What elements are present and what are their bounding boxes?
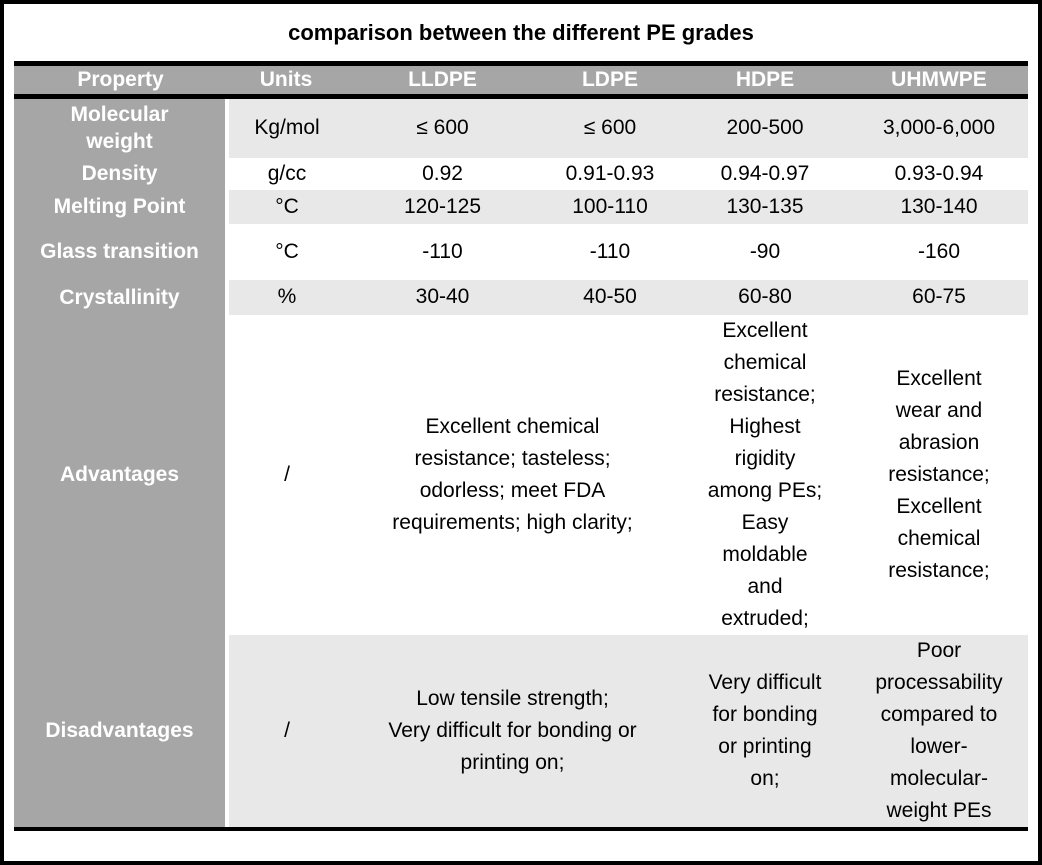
cell-glass-transition-hdpe: -90	[749, 239, 781, 263]
table-row-glass-transition: Glass transition °C -110 -110 -90 -160	[14, 223, 1028, 280]
cell-density-lldpe: 0.92	[422, 161, 463, 185]
cell-advantages-lldpe-ldpe: Excellent chemical resistance; tasteless…	[392, 414, 633, 534]
cell-molecular-weight-hdpe: 200-500	[680, 96, 850, 158]
cell-molecular-weight-lldpe: ≤ 600	[345, 96, 540, 158]
cell-melting-point-lldpe: 120-125	[345, 189, 540, 224]
pe-comparison-table: Property Units LLDPE LDPE HDPE UHMWPE Mo…	[14, 61, 1028, 831]
cell-molecular-weight-ldpe: ≤ 600	[540, 96, 680, 158]
cell-melting-point-hdpe: 130-135	[680, 189, 850, 224]
property-cell-crystallinity: Crystallinity	[14, 279, 229, 315]
property-cell-melting-point: Melting Point	[14, 189, 229, 224]
property-cell-glass-transition: Glass transition	[14, 223, 229, 280]
cell-advantages-hdpe: Excellent chemical resistance; Highest r…	[707, 318, 823, 630]
table-row-molecular-weight: Molecular weight Kg/mol ≤ 600 ≤ 600 200-…	[14, 96, 1028, 158]
table-row-crystallinity: Crystallinity % 30-40 40-50 60-80 60-75	[14, 279, 1028, 315]
cell-melting-point-ldpe: 100-110	[540, 189, 680, 224]
cell-crystallinity-lldpe: 30-40	[345, 279, 540, 315]
cell-glass-transition-lldpe: -110	[422, 239, 463, 263]
cell-density-units: g/cc	[267, 161, 307, 185]
table-row-advantages: Advantages / Excellent chemical resistan…	[14, 314, 1028, 635]
cell-disadvantages-hdpe: Very difficult for bonding or printing o…	[680, 634, 850, 831]
page-title: comparison between the different PE grad…	[288, 19, 754, 45]
cell-crystallinity-ldpe: 40-50	[540, 279, 680, 315]
property-cell-disadvantages: Disadvantages	[14, 634, 229, 831]
property-cell-advantages: Advantages	[14, 314, 229, 635]
cell-crystallinity-units: %	[227, 279, 345, 315]
cell-advantages-uhmwpe: Excellent wear and abrasion resistance; …	[888, 366, 990, 582]
property-cell-molecular-weight: Molecular weight	[14, 96, 229, 158]
cell-melting-point-units: °C	[227, 189, 345, 224]
column-header-units: Units	[227, 61, 345, 99]
cell-density-hdpe: 0.94-0.97	[720, 161, 810, 185]
table-row-melting-point: Melting Point °C 120-125 100-110 130-135…	[14, 189, 1028, 224]
cell-advantages-units: /	[284, 462, 290, 486]
table-row-density: Density g/cc 0.92 0.91-0.93 0.94-0.97 0.…	[14, 157, 1028, 190]
column-header-uhmwpe: UHMWPE	[850, 61, 1028, 99]
cell-disadvantages-units: /	[227, 634, 345, 831]
cell-crystallinity-hdpe: 60-80	[680, 279, 850, 315]
table-row-disadvantages: Disadvantages / Low tensile strength; Ve…	[14, 634, 1028, 831]
column-header-lldpe: LLDPE	[345, 61, 540, 99]
cell-density-ldpe: 0.91-0.93	[565, 161, 655, 185]
cell-glass-transition-uhmwpe: -160	[917, 239, 961, 263]
cell-molecular-weight-uhmwpe: 3,000-6,000	[850, 96, 1028, 158]
cell-disadvantages-lldpe-ldpe: Low tensile strength; Very difficult for…	[345, 634, 680, 831]
cell-disadvantages-uhmwpe: Poor processability compared to lower- m…	[850, 634, 1028, 831]
column-header-ldpe: LDPE	[540, 61, 680, 99]
cell-melting-point-uhmwpe: 130-140	[850, 189, 1028, 224]
header-row: Property Units LLDPE LDPE HDPE UHMWPE	[14, 61, 1028, 99]
column-header-hdpe: HDPE	[680, 61, 850, 99]
column-header-property: Property	[14, 61, 227, 99]
cell-molecular-weight-units: Kg/mol	[227, 96, 345, 158]
cell-glass-transition-units: °C	[275, 239, 299, 263]
property-cell-density: Density	[14, 157, 229, 190]
cell-crystallinity-uhmwpe: 60-75	[850, 279, 1028, 315]
cell-glass-transition-ldpe: -110	[589, 239, 631, 263]
cell-density-uhmwpe: 0.93-0.94	[894, 161, 984, 185]
